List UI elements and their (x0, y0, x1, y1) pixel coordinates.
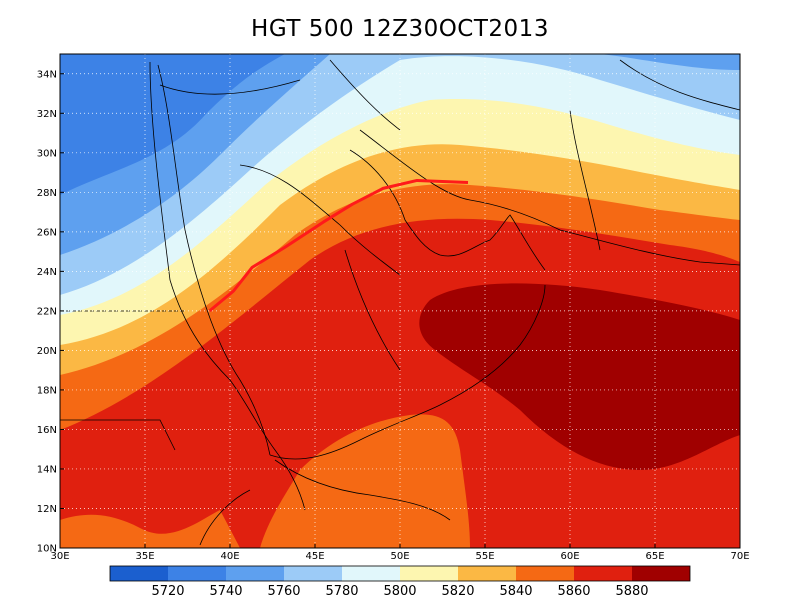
colorbar-swatch (226, 566, 284, 581)
lat-tick-label: 20N (37, 346, 57, 357)
colorbar-label: 5860 (557, 584, 590, 599)
lat-tick-label: 34N (37, 69, 57, 80)
colorbar-swatch (400, 566, 458, 581)
map-title: HGT 500 12Z30OCT2013 (251, 16, 549, 42)
lat-axis: 10N 12N 14N 16N 18N 20N 22N 24N 26N 28N 30N 32N 34N (37, 69, 64, 555)
band-horn-5860 (260, 414, 470, 548)
lat-tick-label: 32N (37, 109, 57, 120)
colorbar-label: 5880 (615, 584, 648, 599)
lat-tick-label: 24N (37, 267, 57, 278)
iran-coast (359, 129, 740, 266)
arabian-coast-south (269, 284, 546, 460)
colorbar-swatch (632, 566, 690, 581)
lon-tick-label: 55E (475, 551, 494, 562)
gridlines (60, 54, 740, 548)
lat-tick-label: 22N (37, 306, 57, 317)
contour-fill (60, 54, 740, 548)
lon-tick-label: 45E (305, 551, 324, 562)
coastlines (60, 59, 740, 546)
colorbar-label: 5760 (267, 584, 300, 599)
lat-tick-label: 16N (37, 425, 57, 436)
trough-line (208, 178, 469, 313)
lon-tick-label: 35E (135, 551, 154, 562)
lon-tick-label: 60E (560, 551, 579, 562)
colorbar-swatch (110, 566, 168, 581)
lon-tick-label: 40E (220, 551, 239, 562)
border-east-africa (60, 419, 251, 546)
lat-tick-label: 30N (37, 148, 57, 159)
colorbar: 5720 5740 5760 5780 5800 5820 5840 5860 5880 (109, 565, 691, 599)
colorbar-swatch (342, 566, 400, 581)
lon-tick-label: 50E (390, 551, 409, 562)
band-core (419, 283, 740, 470)
colorbar-label: 5840 (499, 584, 532, 599)
band-sw-5860 (60, 510, 240, 548)
colorbar-label: 5800 (383, 584, 416, 599)
border-saudi (239, 164, 401, 371)
colorbar-swatch (458, 566, 516, 581)
gulf-coast (349, 149, 546, 271)
lat-tick-label: 14N (37, 464, 57, 475)
lon-tick-label: 65E (645, 551, 664, 562)
lon-axis: 30E 35E 40E 45E 50E 55E 60E 65E 70E (50, 544, 750, 562)
border-iran-pak (569, 59, 740, 251)
border-north (159, 59, 401, 131)
colorbar-swatch (574, 566, 632, 581)
lat-tick-label: 28N (37, 188, 57, 199)
red-sea-east-coast (157, 64, 271, 456)
lon-tick-label: 30E (50, 551, 69, 562)
colorbar-label: 5720 (151, 584, 184, 599)
colorbar-frame (109, 565, 691, 582)
lat-tick-label: 10N (37, 544, 57, 555)
lat-tick-label: 18N (37, 385, 57, 396)
colorbar-label: 5820 (441, 584, 474, 599)
lon-tick-label: 70E (730, 551, 749, 562)
colorbar-swatch (168, 566, 226, 581)
colorbar-swatch (284, 566, 342, 581)
lat-tick-label: 12N (37, 504, 57, 515)
colorbar-label: 5740 (209, 584, 242, 599)
colorbar-label: 5780 (325, 584, 358, 599)
lat-tick-label: 26N (37, 227, 57, 238)
colorbar-swatch (516, 566, 574, 581)
